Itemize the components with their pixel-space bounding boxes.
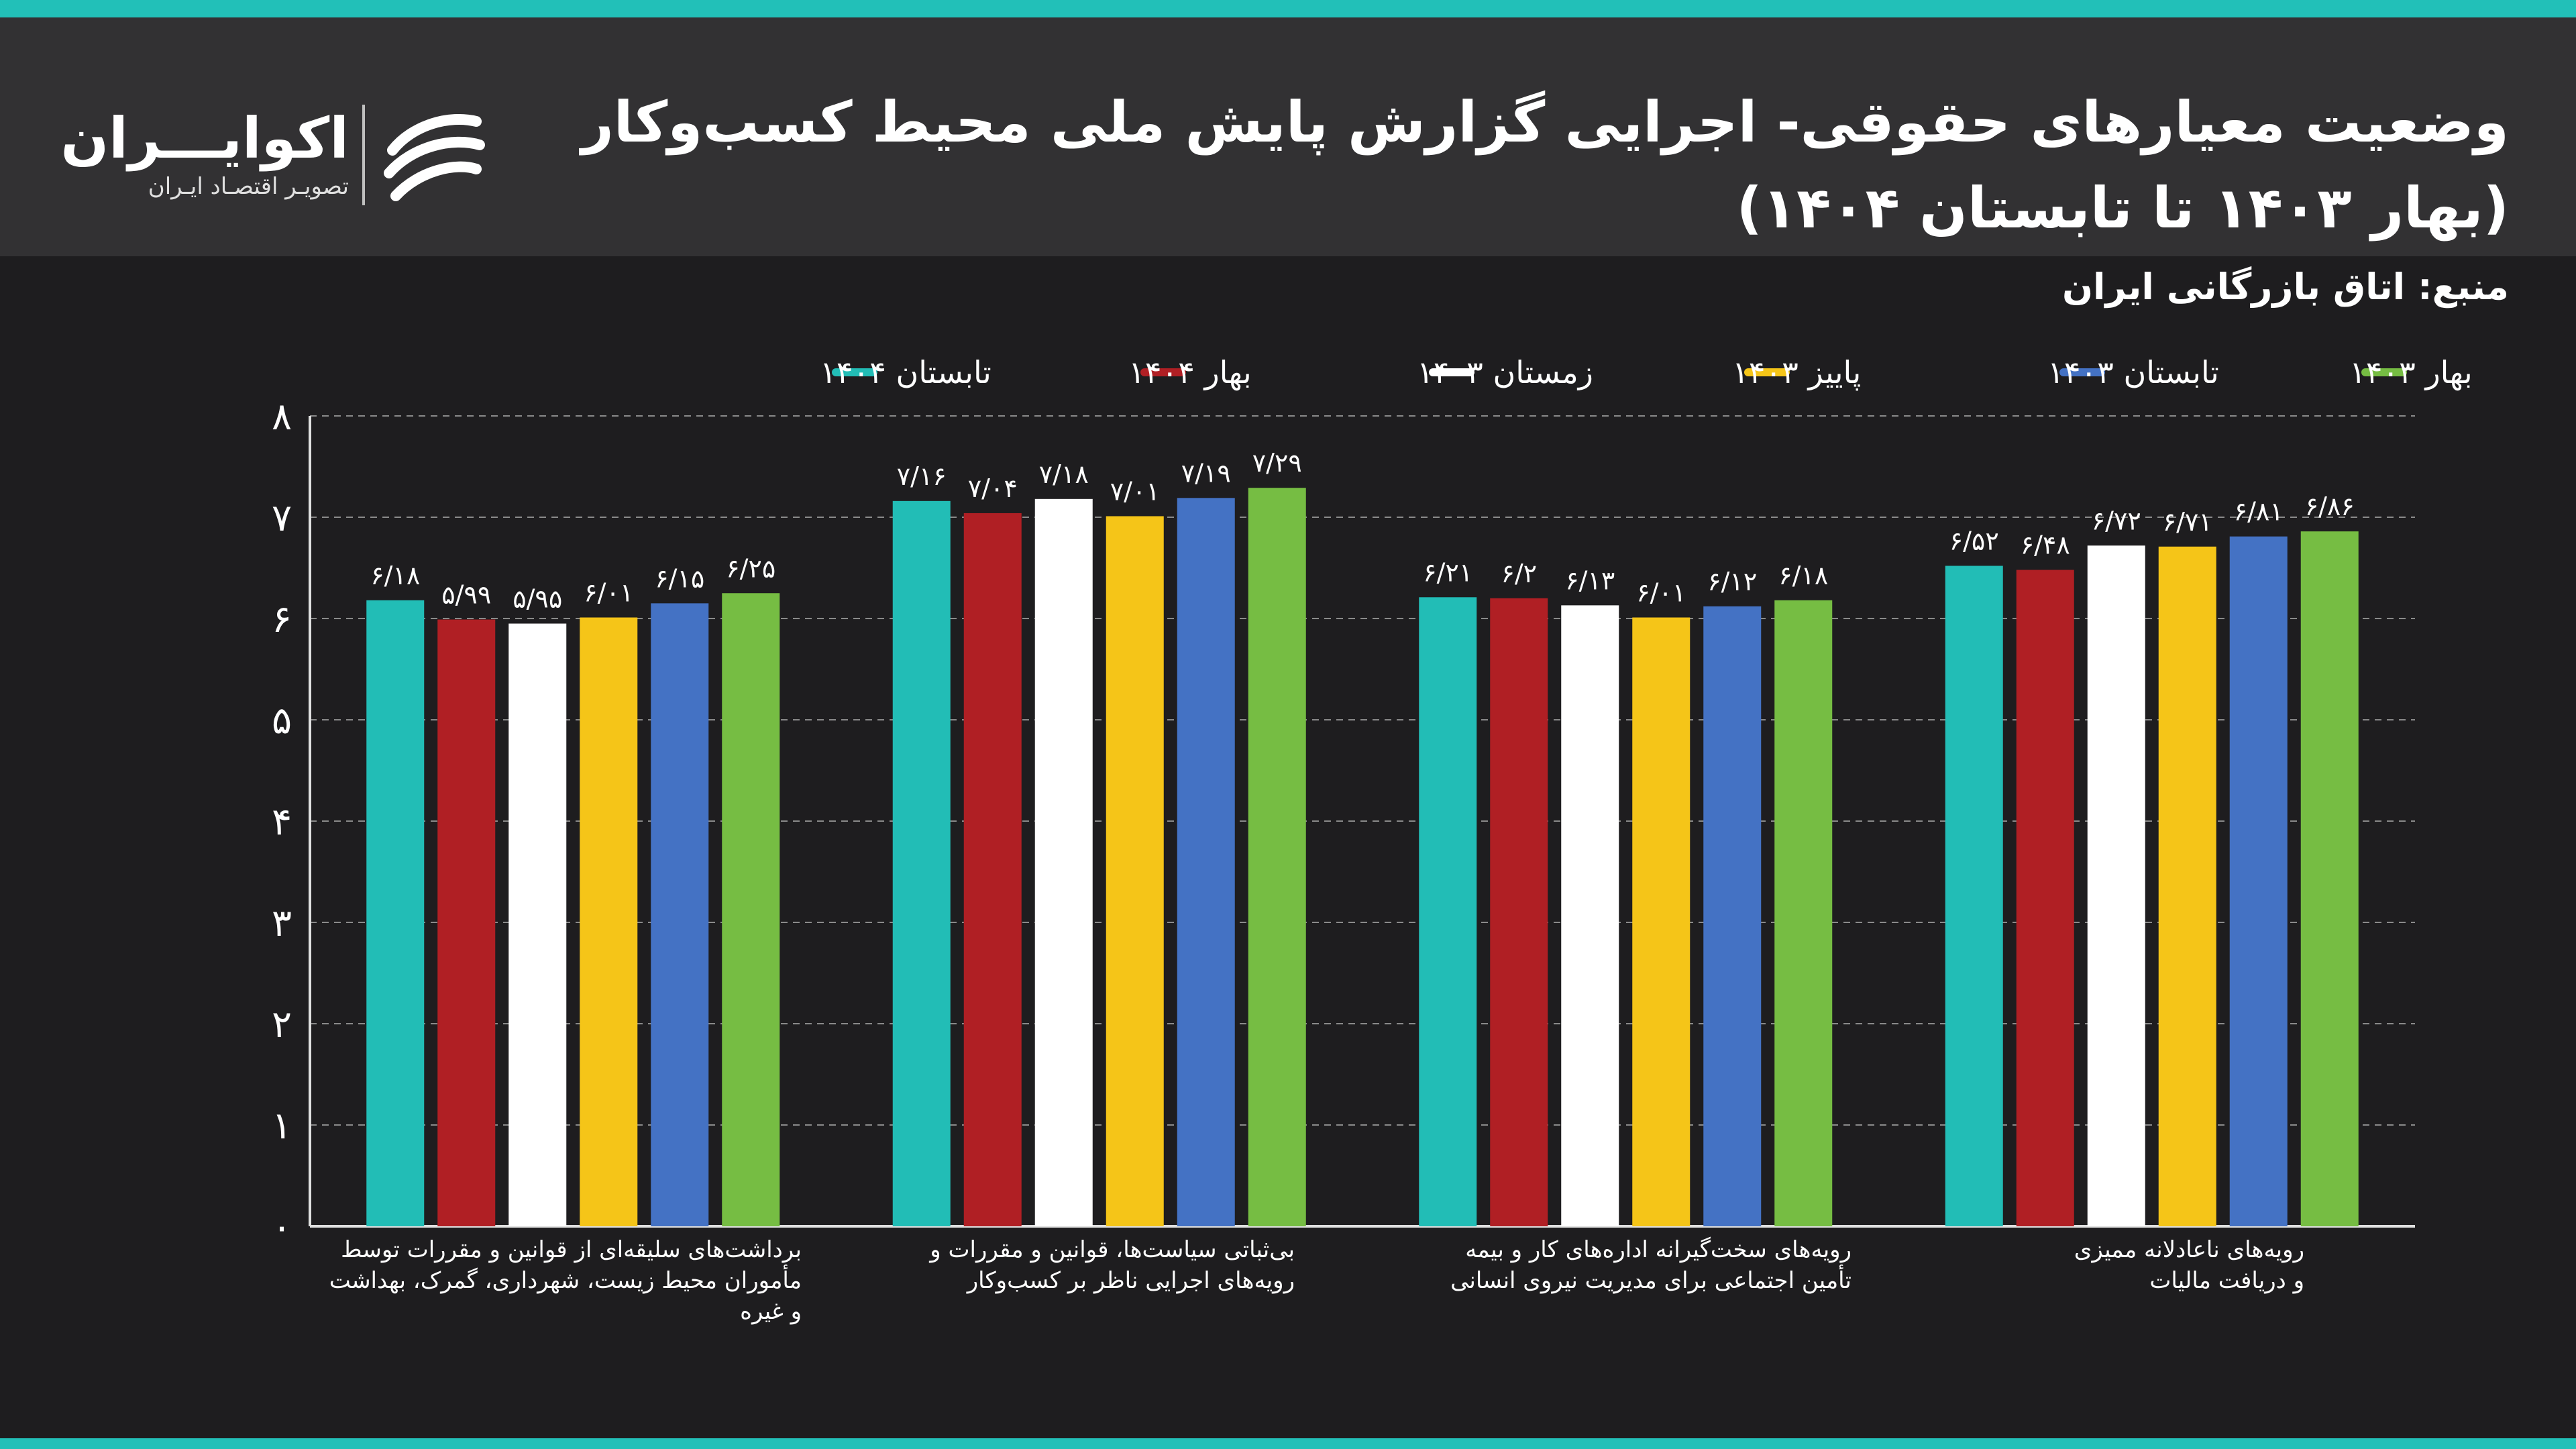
x-category-label-line: رویه‌های ناعادلانه ممیزی: [2074, 1236, 2304, 1263]
bar-value-label: ۵/۹۵: [513, 584, 562, 614]
bar-value-label: ۷/۰۴: [968, 474, 1018, 503]
bar: [1774, 600, 1833, 1226]
bar-value-label: ۶/۱۸: [370, 561, 420, 590]
bar: [722, 593, 780, 1226]
bar: [2229, 536, 2288, 1227]
logo-name: اکوایـــران: [60, 105, 349, 171]
legend-label: زمستان ۱۴۰۳: [1417, 354, 1593, 390]
legend-swatch: [832, 368, 877, 376]
bar: [1490, 598, 1548, 1226]
y-tick-label: ۵: [272, 699, 292, 743]
bar-value-label: ۷/۲۹: [1252, 448, 1302, 478]
x-category-label: رویه‌های سخت‌گیرانه اداره‌های کار و بیمه…: [1342, 1234, 1851, 1296]
bar: [1248, 488, 1306, 1226]
logo-tagline: تصویـر اقتصـاد ایـران: [148, 173, 349, 200]
y-tick-label: ۶: [272, 598, 292, 641]
bar-value-label: ۶/۸۶: [2305, 492, 2355, 521]
legend-swatch: [1744, 368, 1790, 376]
bar-value-label: ۵/۹۹: [441, 580, 491, 610]
legend-swatch: [1429, 368, 1474, 376]
legend-label: بهار ۱۴۰۴: [1128, 354, 1252, 390]
y-tick-label: ۷: [272, 496, 292, 540]
bar-value-label: ۶/۲۵: [726, 553, 775, 583]
x-category-label-line: تأمین اجتماعی برای مدیریت نیروی انسانی: [1450, 1267, 1851, 1294]
page-title: وضعیت معیارهای حقوقی- اجرایی گزارش پایش …: [581, 89, 2509, 241]
legend-label: تابستان ۱۴۰۳: [2047, 354, 2219, 390]
bar: [1561, 605, 1619, 1226]
x-category-label-line: بی‌ثباتی سیاست‌ها، قوانین و مقررات و: [930, 1236, 1295, 1263]
bar-value-label: ۷/۰۱: [1110, 476, 1160, 506]
bar: [1106, 516, 1164, 1226]
bar: [2158, 546, 2216, 1226]
bar-value-label: ۶/۱۳: [1565, 566, 1615, 595]
bar: [892, 500, 951, 1226]
bar-value-label: ۷/۱۹: [1181, 458, 1231, 488]
bar: [437, 619, 496, 1226]
logo-divider: [362, 105, 365, 205]
x-category-label-line: مأموران محیط زیست، شهرداری، گمرک، بهداشت: [329, 1267, 802, 1294]
legend-label: پاییز ۱۴۰۳: [1732, 354, 1861, 391]
y-tick-label: ۰: [272, 1205, 292, 1249]
bar: [1945, 566, 2003, 1226]
legend-swatch: [2361, 368, 2407, 376]
y-tick-label: ۴: [272, 800, 292, 844]
bar-value-label: ۶/۱۸: [1778, 561, 1828, 590]
x-category-label: بی‌ثباتی سیاست‌ها، قوانین و مقررات و رویه…: [785, 1234, 1295, 1296]
logo: اکوایـــران تصویـر اقتصـاد ایـران: [60, 85, 485, 219]
bar-value-label: ۶/۰۱: [1636, 578, 1686, 607]
header-bar: وضعیت معیارهای حقوقی- اجرایی گزارش پایش …: [0, 17, 2576, 256]
x-category-label-line: رویه‌های اجرایی ناظر بر کسب‌وکار: [967, 1267, 1295, 1294]
x-category-label-line: و غیره: [740, 1298, 802, 1325]
y-tick-label: ۸: [272, 395, 292, 439]
bar: [366, 600, 425, 1226]
bar-value-label: ۶/۷۱: [2163, 507, 2212, 537]
bar-value-label: ۷/۱۶: [897, 462, 947, 491]
x-category-label-line: رویه‌های سخت‌گیرانه اداره‌های کار و بیمه: [1465, 1236, 1851, 1263]
bar-value-label: ۶/۸۱: [2234, 497, 2284, 527]
bar-value-label: ۶/۷۲: [2092, 506, 2141, 535]
x-category-label: رویه‌های ناعادلانه ممیزی و دریافت مالیات: [1794, 1234, 2304, 1296]
x-category-label-line: برداشت‌های سلیقه‌ای از قوانین و مقررات ت…: [341, 1236, 802, 1263]
bar: [963, 513, 1022, 1226]
bar: [2016, 570, 2074, 1226]
bar-value-label: ۶/۱۵: [655, 564, 704, 593]
bar: [508, 623, 567, 1226]
bar: [1034, 498, 1093, 1226]
legend-label: بهار ۱۴۰۳: [2349, 354, 2473, 390]
legend-swatch: [1140, 368, 1186, 376]
source-note: منبع: اتاق بازرگانی ایران: [2061, 266, 2509, 308]
bar-value-label: ۶/۰۱: [584, 578, 633, 607]
bar-chart: ۰ ۱ ۲ ۳ ۴ ۵ ۶ ۷ ۸ ۶/۱۸ ۵/۹۹ ۵/۹۵ ۶/۰۱ ۶/۱۵ ۶/۲۵ ۷/۱۶ ۷/۰…: [272, 354, 2473, 1249]
bar: [651, 603, 709, 1226]
y-tick-label: ۲: [272, 1003, 292, 1046]
x-category-label-line: و دریافت مالیات: [2149, 1267, 2304, 1294]
bar: [2087, 545, 2145, 1226]
bar: [1177, 498, 1235, 1226]
bar-value-label: ۶/۲۱: [1423, 557, 1472, 587]
legend-swatch: [2059, 368, 2105, 376]
bar-value-label: ۶/۱۲: [1707, 567, 1757, 596]
bar: [1632, 617, 1690, 1226]
bar: [580, 617, 638, 1226]
bar: [2300, 531, 2359, 1226]
x-category-label: برداشت‌های سلیقه‌ای از قوانین و مقررات ت…: [292, 1234, 802, 1327]
bar-value-label: ۶/۵۲: [1949, 526, 1999, 555]
bar-value-label: ۷/۱۸: [1039, 460, 1089, 489]
bottom-accent-strip: [0, 1438, 2576, 1449]
bar: [1703, 606, 1762, 1226]
bar-value-label: ۶/۲: [1501, 559, 1537, 588]
bar-value-label: ۶/۴۸: [2021, 531, 2070, 560]
y-tick-label: ۱: [272, 1104, 292, 1148]
bar: [1419, 597, 1477, 1226]
legend-label: تابستان ۱۴۰۴: [820, 354, 991, 390]
ecoiran-swoosh-icon: [384, 114, 485, 201]
top-accent-strip: [0, 0, 2576, 17]
y-tick-label: ۳: [272, 902, 292, 945]
